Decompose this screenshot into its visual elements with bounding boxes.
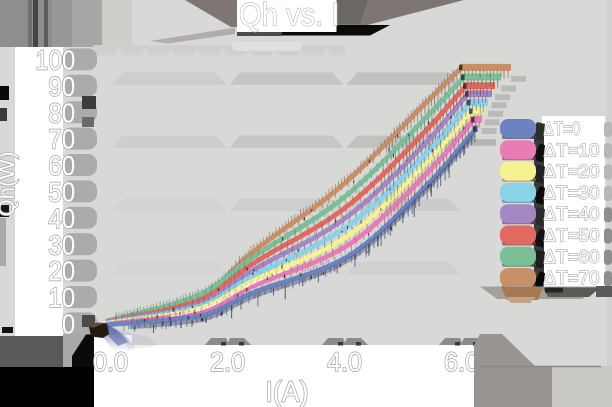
svg-text:4.0: 4.0 xyxy=(327,347,362,377)
svg-text:ΔT=0: ΔT=0 xyxy=(544,118,581,139)
svg-text:40: 40 xyxy=(48,203,75,234)
svg-text:0.0: 0.0 xyxy=(93,347,128,377)
svg-text:6.0: 6.0 xyxy=(444,347,479,377)
svg-text:ΔT=60: ΔT=60 xyxy=(544,246,600,267)
svg-text:ΔT=40: ΔT=40 xyxy=(544,203,600,224)
svg-text:ΔT=70: ΔT=70 xyxy=(544,267,600,288)
svg-text:Qh(W): Qh(W) xyxy=(0,152,19,217)
svg-text:100: 100 xyxy=(35,45,75,76)
svg-text:0: 0 xyxy=(62,309,76,340)
svg-text:70: 70 xyxy=(48,124,75,155)
svg-text:ΔT=10: ΔT=10 xyxy=(544,139,600,160)
svg-text:90: 90 xyxy=(48,71,75,102)
svg-text:ΔT=20: ΔT=20 xyxy=(544,161,600,182)
svg-text:50: 50 xyxy=(48,177,75,208)
svg-text:I(A): I(A) xyxy=(266,377,309,407)
svg-text:2.0: 2.0 xyxy=(210,347,245,377)
svg-text:10: 10 xyxy=(48,282,75,313)
svg-text:ΔT=30: ΔT=30 xyxy=(544,182,600,203)
svg-text:30: 30 xyxy=(48,229,75,260)
svg-text:80: 80 xyxy=(48,97,75,128)
svg-text:60: 60 xyxy=(48,150,75,181)
svg-text:Qh vs. I: Qh vs. I xyxy=(239,0,340,33)
svg-text:20: 20 xyxy=(48,256,75,287)
svg-text:ΔT=50: ΔT=50 xyxy=(544,225,600,246)
